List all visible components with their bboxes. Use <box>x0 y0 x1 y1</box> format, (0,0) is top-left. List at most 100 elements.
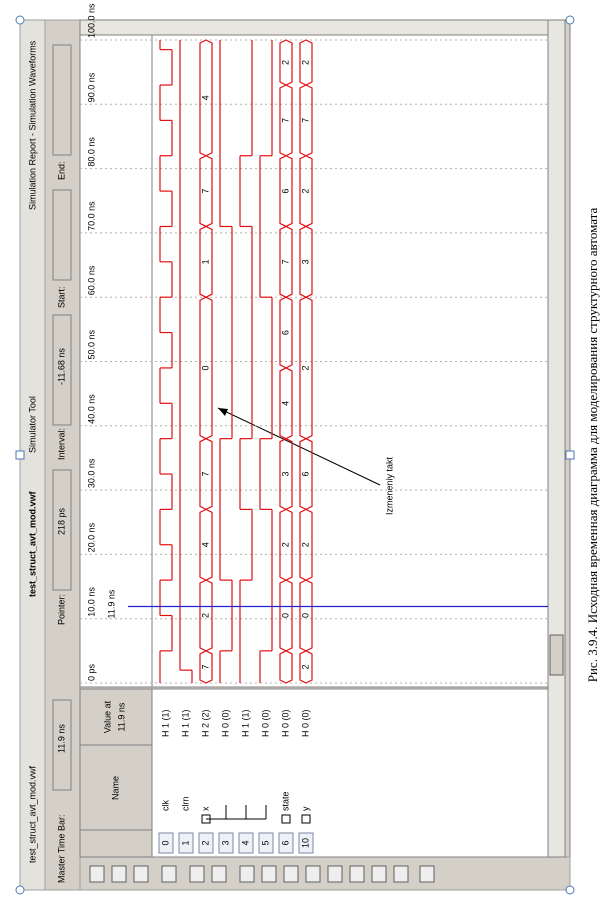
bus-value: 0 <box>300 613 310 618</box>
bus-value: 6 <box>300 472 310 477</box>
tab[interactable]: Simulator Tool <box>27 396 37 453</box>
tool-icon[interactable] <box>89 865 105 883</box>
tool-icon[interactable] <box>371 865 387 883</box>
rotated-view: test_struct_avt_mod.vwf test_struct_avt_… <box>15 3 600 895</box>
bus-value: 0 <box>280 613 290 618</box>
tool-icon[interactable] <box>419 865 435 883</box>
field-value: -11.68 ns <box>56 348 66 385</box>
time-tick-label: 70.0 ns <box>86 201 96 231</box>
label: Pointer: <box>56 594 66 625</box>
signal-value: H 1 (1) <box>240 709 250 737</box>
field <box>52 469 72 591</box>
row-index: 5 <box>260 840 270 845</box>
bus-value: 4 <box>200 542 210 547</box>
time-tick-label: 10.0 ns <box>86 587 96 617</box>
bus-value: 7 <box>280 259 290 264</box>
handle[interactable] <box>15 15 25 25</box>
handle[interactable] <box>15 885 25 895</box>
bus-segment <box>299 39 313 86</box>
handle[interactable] <box>565 885 575 895</box>
tool-icons <box>89 865 435 883</box>
row-index: 0 <box>160 840 170 845</box>
v-scrollbar[interactable] <box>79 19 549 36</box>
scroll-thumb[interactable] <box>549 634 564 676</box>
row-index: 10 <box>300 838 310 848</box>
field-value: 11.9 ns <box>56 724 66 753</box>
field[interactable] <box>52 699 72 791</box>
bus-value: 2 <box>300 664 310 669</box>
bus-value: 2 <box>280 60 290 65</box>
column-header: Value at <box>102 700 112 733</box>
tab[interactable]: test_struct_avt_mod.vwf <box>27 490 37 597</box>
tool-icon[interactable] <box>305 865 321 883</box>
bus-value: 4 <box>280 401 290 406</box>
tool-icon[interactable] <box>261 865 277 883</box>
handle[interactable] <box>565 15 575 25</box>
signal-value: H 0 (0) <box>280 709 290 737</box>
signal-name: clrn <box>180 796 190 811</box>
tool-icon[interactable] <box>283 865 299 883</box>
time-tick-label: 50.0 ns <box>86 329 96 359</box>
time-tick-label: 20.0 ns <box>86 522 96 552</box>
row-index: 2 <box>200 840 210 845</box>
tab[interactable]: Simulation Report - Simulation Waveforms <box>27 40 37 210</box>
tool-icon[interactable] <box>133 865 149 883</box>
tool-icon[interactable] <box>349 865 365 883</box>
row-icon <box>238 832 254 854</box>
row-index: 4 <box>240 840 250 845</box>
bus-value: 7 <box>200 189 210 194</box>
bus-value: 2 <box>280 542 290 547</box>
tool-icon[interactable] <box>211 865 227 883</box>
h-scrollbar[interactable] <box>547 19 566 858</box>
row-icon <box>158 832 174 854</box>
expand-box <box>301 814 311 824</box>
row-icon <box>178 832 194 854</box>
tool-icon[interactable] <box>161 865 177 883</box>
row-icon <box>278 832 294 854</box>
row-index: 6 <box>280 840 290 845</box>
signal-name: y <box>300 806 310 811</box>
bus-value: 6 <box>280 330 290 335</box>
arrow-head <box>218 408 228 416</box>
label: Start: <box>56 286 66 308</box>
row-icon <box>198 832 214 854</box>
bus-value: 7 <box>200 664 210 669</box>
row-icon <box>258 832 274 854</box>
column-header: Name <box>110 776 120 800</box>
time-tick-label: 40.0 ns <box>86 394 96 424</box>
signal-value: H 1 (1) <box>180 709 190 737</box>
handle[interactable] <box>565 450 575 460</box>
field <box>52 314 72 426</box>
bus-value: 3 <box>300 259 310 264</box>
field[interactable] <box>52 44 72 156</box>
handle[interactable] <box>15 450 25 460</box>
bus-value: 7 <box>300 118 310 123</box>
tool-icon[interactable] <box>393 865 409 883</box>
field[interactable] <box>52 189 72 281</box>
bus-value: 2 <box>300 189 310 194</box>
time-tick-label: 0 ps <box>86 663 96 681</box>
bus-value: 1 <box>200 259 210 264</box>
annotation: Izmeneniy takt <box>384 456 394 515</box>
tool-icon[interactable] <box>189 865 205 883</box>
tool-icon[interactable] <box>239 865 255 883</box>
bus-value: 3 <box>280 472 290 477</box>
time-tick-label: 30.0 ns <box>86 458 96 488</box>
tool-icon[interactable] <box>111 865 127 883</box>
bus-value: 2 <box>300 60 310 65</box>
column-header: 11.9 ns <box>116 702 126 731</box>
cursor-label: 11.9 ns <box>106 589 116 618</box>
signal-value: H 2 (2) <box>200 709 210 737</box>
signal-name: x <box>200 806 210 811</box>
tab[interactable]: test_struct_avt_mod.vwf <box>27 765 37 863</box>
signal-value: H 0 (0) <box>220 709 230 737</box>
bus-segment <box>199 39 213 157</box>
signal-value: H 0 (0) <box>300 709 310 737</box>
bus-value: 6 <box>280 189 290 194</box>
bus-segment <box>279 39 293 86</box>
handles <box>15 15 575 895</box>
row-icon <box>298 832 314 854</box>
annotation-arrow <box>217 407 381 486</box>
tool-icon[interactable] <box>327 865 343 883</box>
